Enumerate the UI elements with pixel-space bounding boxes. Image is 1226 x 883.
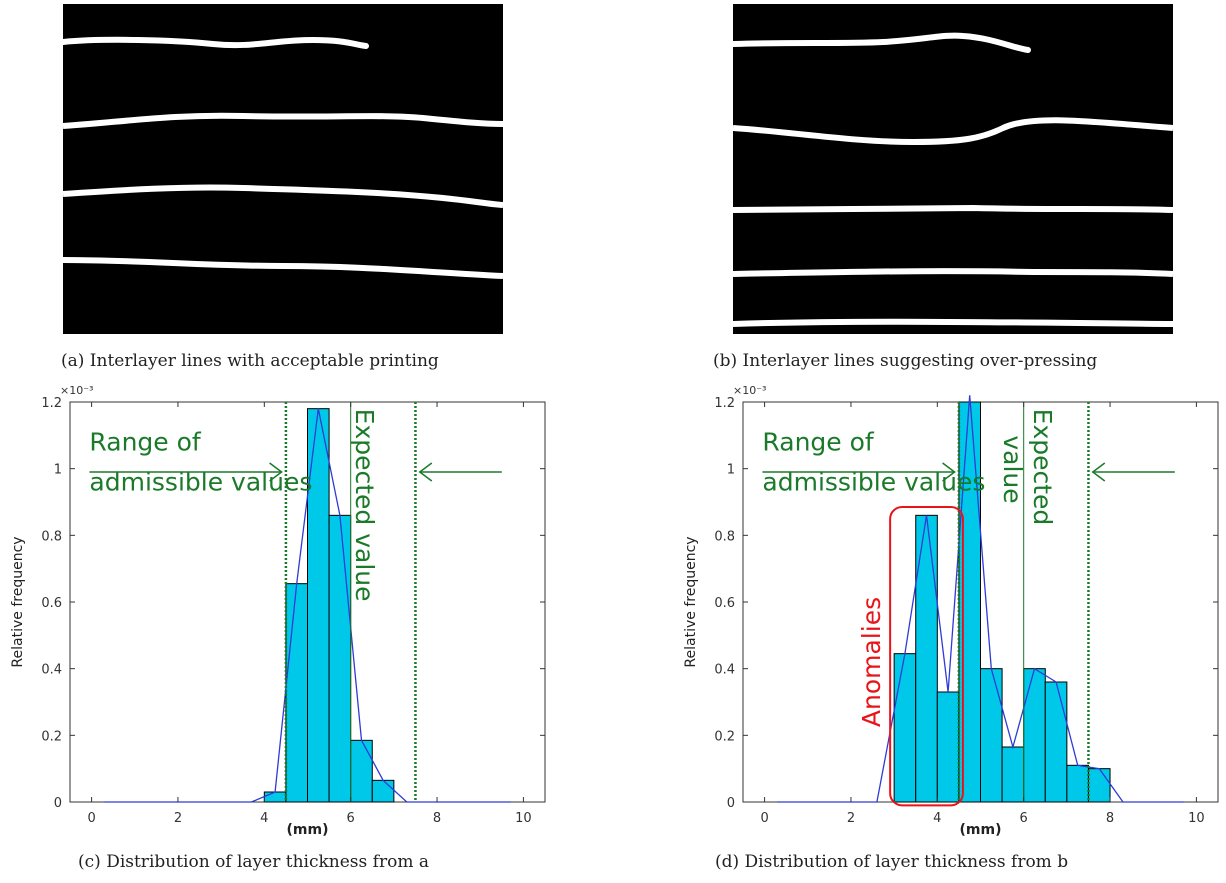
anomalies-label: Anomalies (857, 597, 886, 727)
interlayer-line (60, 36, 369, 49)
image-b-background (733, 4, 1173, 334)
histogram-bar (980, 668, 1003, 803)
y-exponent-label: ×10⁻³ (60, 384, 93, 397)
interlayer-line (732, 204, 1174, 213)
interlayer-line (730, 32, 1031, 53)
histogram-bar (371, 779, 395, 803)
y-tick-label: 0.2 (41, 729, 62, 744)
interlayer-line (732, 268, 1174, 277)
range-label-line-1: Range of (762, 427, 874, 456)
x-tick-label: 2 (174, 811, 182, 826)
expected-value-label: Expected value (350, 409, 379, 602)
histogram-bar (893, 653, 917, 803)
y-tick-label: 0 (54, 796, 62, 811)
range-arrowhead-right (418, 462, 433, 482)
expected-value-label-line-2: value (998, 435, 1027, 503)
histogram-bar (936, 691, 960, 803)
histogram-bar (285, 583, 308, 803)
interlayer-line (62, 112, 504, 129)
y-tick-label: 0.8 (41, 529, 62, 544)
interlayer-line (62, 184, 504, 208)
y-tick-label: 0 (727, 796, 735, 811)
x-tick-label: 4 (933, 811, 941, 826)
y-tick-label: 0.2 (714, 729, 735, 744)
image-a (60, 4, 504, 334)
x-tick-label: 8 (1106, 811, 1114, 826)
histogram-chart-c: 0 2 4 6 8 10 0 0.2 0.4 0.6 0.8 1 1.2×10⁻³ (mm) Relativ… (10, 384, 546, 838)
y-tick-label: 0.4 (41, 663, 62, 678)
histogram-bar (263, 791, 287, 803)
caption-a: (a) Interlayer lines with acceptable pri… (61, 351, 439, 371)
range-arrowhead-left (942, 462, 956, 482)
interlayer-lines-b (730, 4, 1174, 334)
image-b (730, 4, 1174, 334)
y-tick-label: 0.8 (714, 529, 735, 544)
frequency-curve (777, 395, 1184, 803)
histogram-bar (1087, 768, 1111, 803)
x-tick-label: 0 (87, 811, 95, 826)
y-exponent-label: ×10⁻³ (733, 384, 766, 397)
interlayer-line (732, 117, 1174, 146)
histogram-bar (1066, 764, 1089, 803)
y-tick-label: 1 (54, 463, 62, 478)
histogram-chart-d: 0 2 4 6 8 10 0 0.2 0.4 0.6 0.8 1 1.2×10⁻³ (mm) Relativ… (683, 384, 1219, 838)
expected-value-label-line-1: Expected (1028, 409, 1057, 526)
x-tick-label: 0 (760, 811, 768, 826)
x-tick-label: 6 (1020, 811, 1028, 826)
x-tick-label: 10 (1188, 811, 1205, 826)
caption-d: (d) Distribution of layer thickness from… (715, 852, 1069, 872)
y-tick-label: 0.6 (714, 596, 735, 611)
x-tick-label: 2 (847, 811, 855, 826)
y-axis-label: Relative frequency (683, 536, 699, 667)
y-tick-label: 1.2 (41, 396, 62, 411)
image-a-background (63, 4, 503, 334)
histogram-bar (328, 514, 352, 803)
y-tick-label: 1 (727, 463, 735, 478)
x-tick-label: 10 (515, 811, 532, 826)
y-tick-label: 0.6 (41, 596, 62, 611)
x-tick-label: 8 (433, 811, 441, 826)
y-tick-label: 1.2 (714, 396, 735, 411)
range-label-line-1: Range of (89, 427, 201, 456)
interlayer-line (732, 318, 1174, 327)
histogram-bar (1001, 746, 1025, 803)
histogram-bar (915, 514, 938, 803)
x-tick-label: 4 (260, 811, 268, 826)
anomaly-highlight-box (889, 506, 964, 807)
x-axis-label: (mm) (960, 822, 1002, 838)
range-arrowhead-left (269, 462, 283, 482)
x-tick-label: 6 (347, 811, 355, 826)
histogram-bar (350, 739, 373, 803)
interlayer-line (62, 257, 504, 279)
histogram-bar (1023, 668, 1046, 803)
interlayer-lines-a (60, 4, 504, 334)
x-axis-label: (mm) (287, 822, 329, 838)
range-arrowhead-right (1091, 462, 1106, 482)
frequency-curve (104, 408, 511, 803)
histogram-bar (1044, 681, 1068, 803)
y-tick-label: 0.4 (714, 663, 735, 678)
caption-b: (b) Interlayer lines suggesting over-pre… (713, 351, 1098, 371)
y-axis-label: Relative frequency (10, 536, 26, 667)
caption-c: (c) Distribution of layer thickness from… (78, 852, 429, 872)
